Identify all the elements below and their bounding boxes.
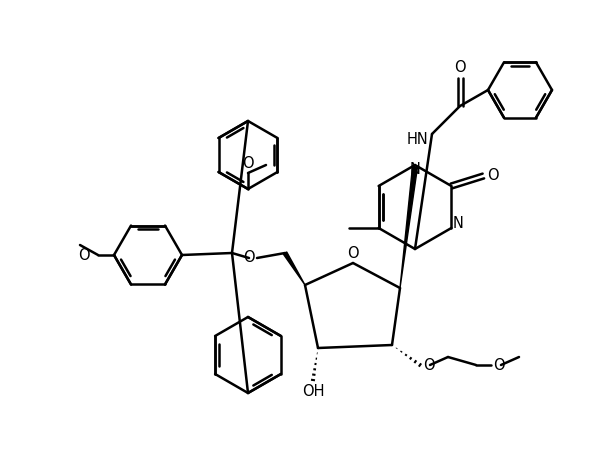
Text: O: O	[493, 357, 505, 373]
Text: N: N	[453, 215, 464, 231]
Text: O: O	[78, 248, 90, 263]
Text: O: O	[347, 245, 359, 261]
Text: N: N	[409, 162, 421, 176]
Text: O: O	[454, 61, 466, 75]
Text: O: O	[423, 357, 435, 373]
Text: O: O	[487, 169, 499, 183]
Text: HN: HN	[407, 132, 429, 148]
Polygon shape	[283, 252, 305, 285]
Text: OH: OH	[302, 384, 325, 400]
Polygon shape	[400, 167, 418, 288]
Text: O: O	[243, 250, 255, 265]
Text: O: O	[242, 156, 254, 171]
